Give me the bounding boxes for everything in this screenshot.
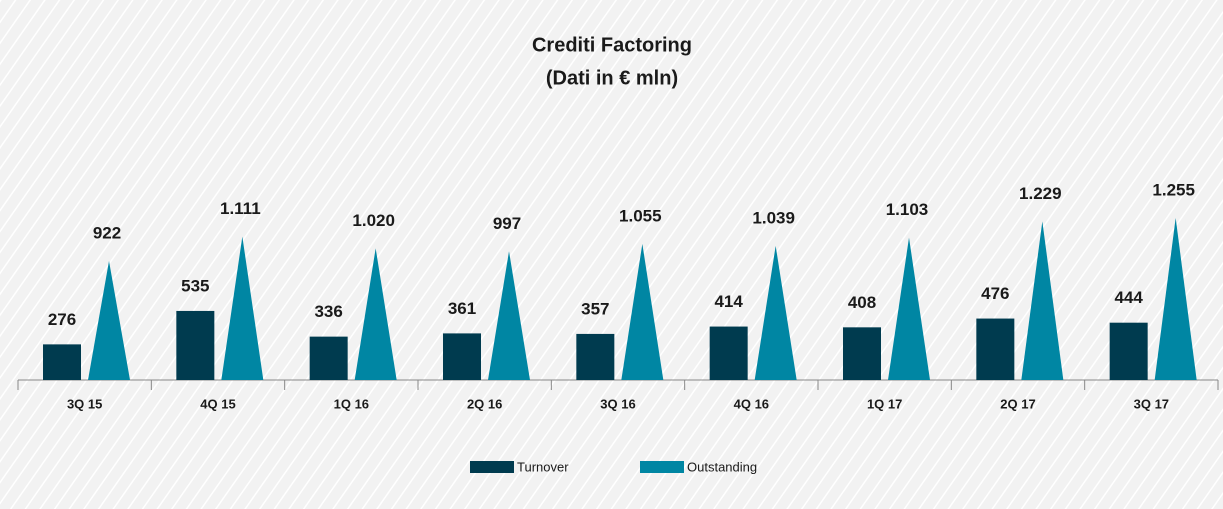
- bar: [709, 326, 748, 380]
- bar: [976, 318, 1015, 380]
- bar: [576, 333, 615, 380]
- bar: [1109, 322, 1148, 380]
- bar: [43, 344, 81, 380]
- data-label: 444: [1114, 288, 1143, 307]
- cone: [488, 251, 530, 380]
- legend-swatch: [470, 461, 514, 473]
- data-label: 922: [93, 223, 121, 242]
- chart-subtitle: (Dati in € mln): [546, 67, 678, 89]
- cone: [1021, 221, 1064, 380]
- x-tick-label: 4Q 16: [734, 396, 769, 411]
- data-label: 1.055: [619, 206, 662, 225]
- chart-title: Crediti Factoring: [532, 34, 692, 56]
- bar: [443, 333, 481, 380]
- data-label: 276: [48, 310, 76, 329]
- data-label: 1.103: [886, 200, 929, 219]
- cone: [621, 243, 664, 380]
- x-tick-label: 3Q 17: [1134, 396, 1169, 411]
- data-label: 476: [981, 284, 1009, 303]
- data-label: 408: [848, 293, 876, 312]
- data-label: 357: [581, 299, 609, 318]
- bar: [309, 336, 348, 380]
- x-tick-label: 3Q 15: [67, 396, 102, 411]
- cone: [1154, 218, 1197, 380]
- legend-swatch: [640, 461, 684, 473]
- x-tick-label: 1Q 17: [867, 396, 902, 411]
- legend-label: Turnover: [517, 459, 569, 474]
- bar: [176, 310, 215, 380]
- data-label: 1.229: [1019, 184, 1062, 203]
- data-label: 997: [493, 214, 521, 233]
- x-tick-label: 2Q 16: [467, 396, 502, 411]
- x-tick-label: 4Q 15: [200, 396, 235, 411]
- data-label: 336: [314, 302, 342, 321]
- data-label: 414: [714, 292, 743, 311]
- data-label: 1.020: [352, 211, 395, 230]
- cone: [88, 260, 130, 380]
- cone: [888, 237, 930, 380]
- data-label: 1.111: [220, 199, 261, 218]
- data-label: 361: [448, 299, 476, 318]
- legend-label: Outstanding: [687, 459, 757, 474]
- x-tick-label: 1Q 16: [334, 396, 369, 411]
- data-label: 1.039: [752, 208, 795, 227]
- data-label: 1.255: [1152, 180, 1195, 199]
- cone: [754, 245, 797, 380]
- x-tick-label: 3Q 16: [600, 396, 635, 411]
- x-tick-label: 2Q 17: [1000, 396, 1035, 411]
- cone: [354, 248, 397, 380]
- cone: [221, 236, 264, 380]
- data-label: 535: [181, 276, 209, 295]
- bar: [843, 327, 881, 380]
